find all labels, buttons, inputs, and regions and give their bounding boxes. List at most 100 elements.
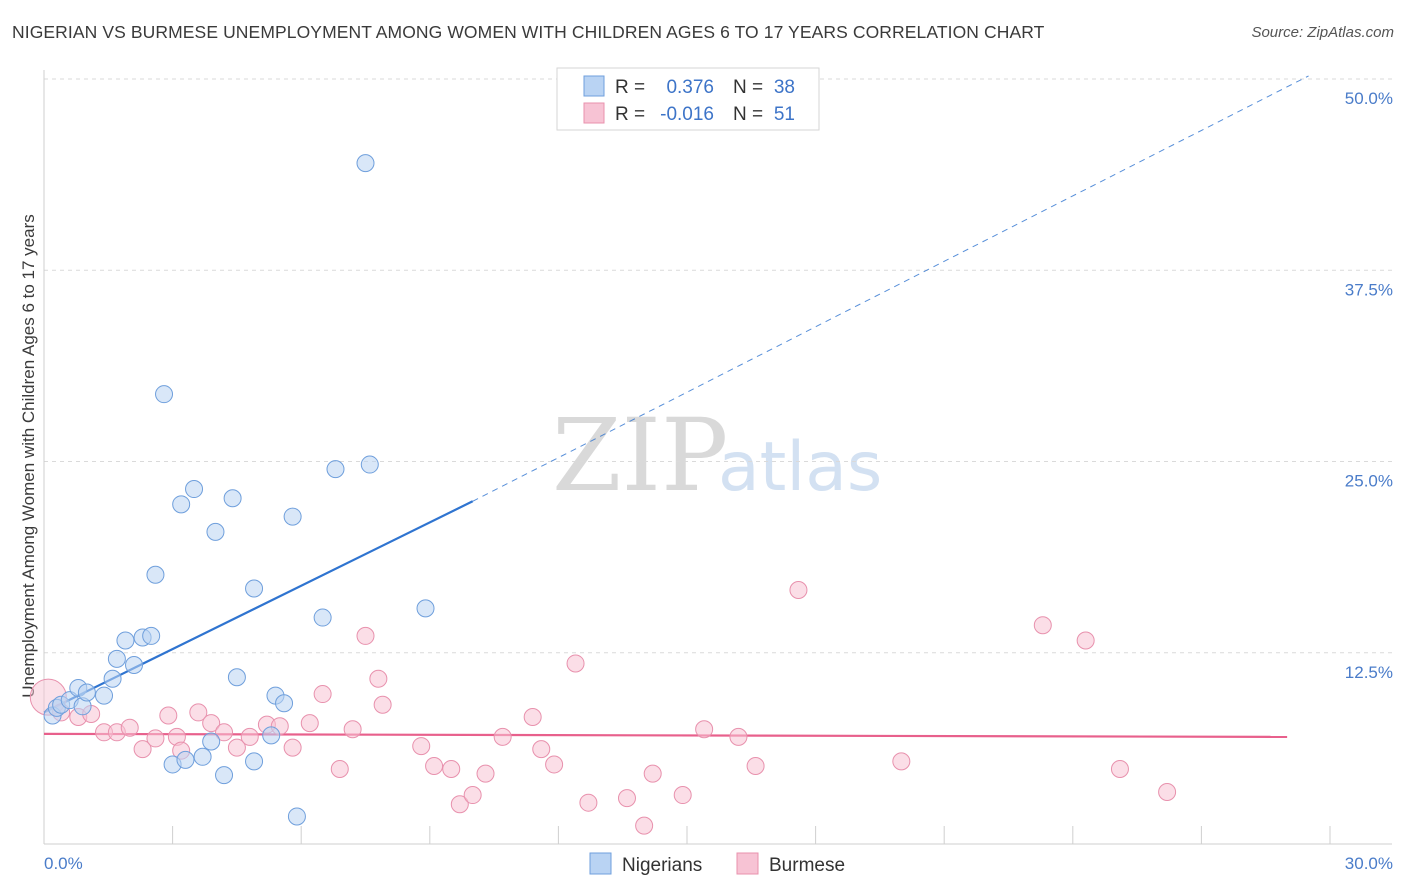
burmese-point bbox=[729, 727, 748, 746]
burmese-point bbox=[463, 786, 482, 805]
nigerian-point bbox=[416, 599, 435, 618]
nigerian-point bbox=[245, 579, 264, 598]
watermark-zip: ZIP bbox=[552, 397, 728, 514]
bottom-legend-label-nigerians: Nigerians bbox=[622, 855, 702, 876]
burmese-point bbox=[579, 793, 598, 812]
burmese-point bbox=[566, 654, 585, 673]
legend-r-value-2: -0.016 bbox=[660, 104, 714, 125]
nigerian-point bbox=[283, 507, 302, 526]
burmese-point bbox=[442, 760, 461, 779]
burmese-point bbox=[330, 760, 349, 779]
nigerian-point bbox=[107, 649, 126, 668]
burmese-point bbox=[300, 714, 319, 733]
nigerian-point bbox=[227, 668, 246, 687]
burmese-point bbox=[373, 695, 392, 714]
nigerian-point bbox=[360, 455, 379, 474]
nigerian-point bbox=[125, 655, 144, 674]
nigerian-point bbox=[176, 750, 195, 769]
burmese-point bbox=[476, 764, 495, 783]
legend-n-value-1: 38 bbox=[774, 77, 795, 98]
bottom-legend-swatch-burmese bbox=[736, 852, 759, 875]
burmese-point bbox=[545, 755, 564, 774]
nigerian-point bbox=[313, 608, 332, 627]
bottom-legend-label-burmese: Burmese bbox=[769, 855, 845, 876]
burmese-point bbox=[313, 685, 332, 704]
burmese-point bbox=[1158, 782, 1177, 801]
legend-r-label-2: R = bbox=[615, 104, 645, 125]
nigerian-point bbox=[185, 480, 204, 499]
burmese-point bbox=[1033, 616, 1052, 635]
watermark-atlas: atlas bbox=[718, 428, 882, 507]
nigerian-point bbox=[223, 489, 242, 508]
legend-r-label-1: R = bbox=[615, 77, 645, 98]
burmese-point bbox=[892, 752, 911, 771]
burmese-point bbox=[523, 708, 542, 727]
burmese-point bbox=[746, 756, 765, 775]
nigerian-point bbox=[287, 807, 306, 826]
chart-title: NIGERIAN VS BURMESE UNEMPLOYMENT AMONG W… bbox=[12, 22, 1045, 42]
burmese-point bbox=[240, 727, 259, 746]
legend-n-label-1: N = bbox=[733, 77, 763, 98]
y-tick-label: 12.5% bbox=[1345, 663, 1393, 682]
y-tick-label: 37.5% bbox=[1345, 280, 1393, 299]
burmese-point bbox=[215, 723, 234, 742]
nigerian-point bbox=[142, 626, 161, 645]
nigerian-point bbox=[202, 732, 221, 751]
nigerian-point bbox=[155, 385, 174, 404]
nigerian-point bbox=[275, 694, 294, 713]
x-ticks bbox=[172, 826, 1331, 844]
burmese-points bbox=[29, 581, 1177, 835]
burmese-point bbox=[1110, 760, 1129, 779]
burmese-point bbox=[343, 720, 362, 739]
burmese-point bbox=[643, 764, 662, 783]
top-legend: R = 0.376 N = 38 R = -0.016 N = 51 bbox=[556, 67, 820, 131]
burmese-point bbox=[789, 581, 808, 600]
nigerian-point bbox=[172, 495, 191, 514]
y-tick-label: 50.0% bbox=[1345, 89, 1393, 108]
nigerian-point bbox=[116, 631, 135, 650]
burmese-point bbox=[532, 740, 551, 759]
nigerian-point bbox=[262, 726, 281, 745]
burmese-point bbox=[695, 720, 714, 739]
burmese-point bbox=[146, 729, 165, 748]
source-label: Source: ZipAtlas.com bbox=[1251, 24, 1394, 41]
burmese-point bbox=[617, 789, 636, 808]
burmese-point bbox=[673, 786, 692, 805]
y-axis-label: Unemployment Among Women with Children A… bbox=[19, 214, 38, 698]
burmese-point bbox=[283, 738, 302, 757]
legend-n-label-2: N = bbox=[733, 104, 763, 125]
burmese-point bbox=[450, 795, 469, 814]
nigerian-point bbox=[103, 669, 122, 688]
nigerian-point bbox=[356, 154, 375, 173]
nigerian-point bbox=[206, 522, 225, 541]
y-tick-labels: 12.5% 25.0% 37.5% 50.0% bbox=[1345, 89, 1393, 682]
nigerian-point bbox=[193, 747, 212, 766]
x-tick-label-max: 30.0% bbox=[1345, 854, 1393, 873]
gridlines bbox=[44, 78, 1392, 654]
legend-n-value-2: 51 bbox=[774, 104, 795, 125]
bottom-legend-swatch-nigerians bbox=[589, 852, 612, 875]
burmese-point bbox=[202, 714, 221, 733]
nigerian-point bbox=[245, 752, 264, 771]
burmese-point bbox=[1076, 631, 1095, 650]
legend-swatch-burmese bbox=[583, 102, 605, 124]
burmese-point bbox=[120, 718, 139, 737]
bottom-legend: Nigerians Burmese bbox=[589, 852, 845, 876]
legend-swatch-nigerians bbox=[583, 75, 605, 97]
nigerians-trend-extension bbox=[472, 75, 1309, 502]
burmese-point bbox=[369, 669, 388, 688]
nigerian-point bbox=[146, 565, 165, 584]
burmese-point bbox=[493, 727, 512, 746]
burmese-point bbox=[412, 737, 431, 756]
x-tick-label-min: 0.0% bbox=[44, 854, 83, 873]
burmese-point bbox=[159, 706, 178, 725]
burmese-point bbox=[356, 626, 375, 645]
burmese-point bbox=[133, 740, 152, 759]
burmese-point bbox=[227, 738, 246, 757]
nigerian-point bbox=[77, 683, 96, 702]
nigerian-point bbox=[215, 766, 234, 785]
y-tick-label: 25.0% bbox=[1345, 472, 1393, 491]
burmese-point bbox=[425, 756, 444, 775]
burmese-point bbox=[189, 703, 208, 722]
